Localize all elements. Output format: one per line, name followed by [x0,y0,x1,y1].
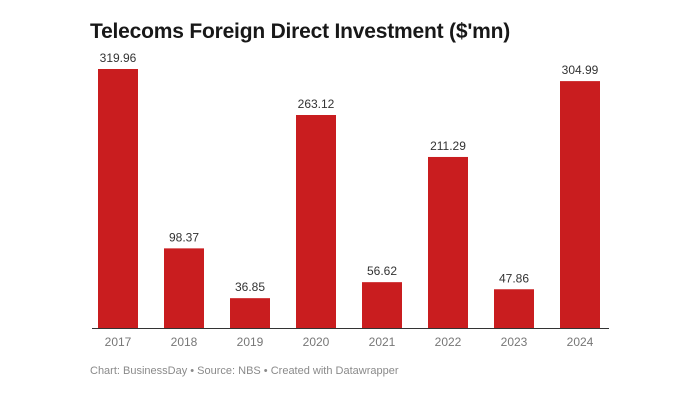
data-label-2022: 211.29 [430,139,466,153]
bar-2019 [230,298,270,328]
bar-2020 [296,115,336,329]
data-label-2018: 98.37 [169,230,199,244]
bar-2024 [560,81,600,328]
x-tick-2024: 2024 [567,335,594,349]
x-tick-2017: 2017 [105,335,132,349]
bar-2017 [98,69,138,328]
bar-2023 [494,289,534,328]
data-label-2020: 263.12 [298,97,335,111]
data-label-2021: 56.62 [367,264,397,278]
x-tick-2023: 2023 [501,335,528,349]
x-tick-2022: 2022 [435,335,462,349]
x-tick-2018: 2018 [171,335,198,349]
x-tick-2020: 2020 [303,335,330,349]
data-label-2023: 47.86 [499,271,529,285]
bar-2018 [164,248,204,328]
bar-2021 [362,282,402,328]
chart-title: Telecoms Foreign Direct Investment ($'mn… [90,20,511,43]
x-tick-2019: 2019 [237,335,264,349]
data-label-2017: 319.96 [100,51,137,65]
data-label-2024: 304.99 [562,63,599,77]
data-label-2019: 36.85 [235,280,265,294]
x-tick-2021: 2021 [369,335,396,349]
chart-footer: Chart: BusinessDay • Source: NBS • Creat… [90,365,399,377]
bar-2022 [428,156,468,328]
